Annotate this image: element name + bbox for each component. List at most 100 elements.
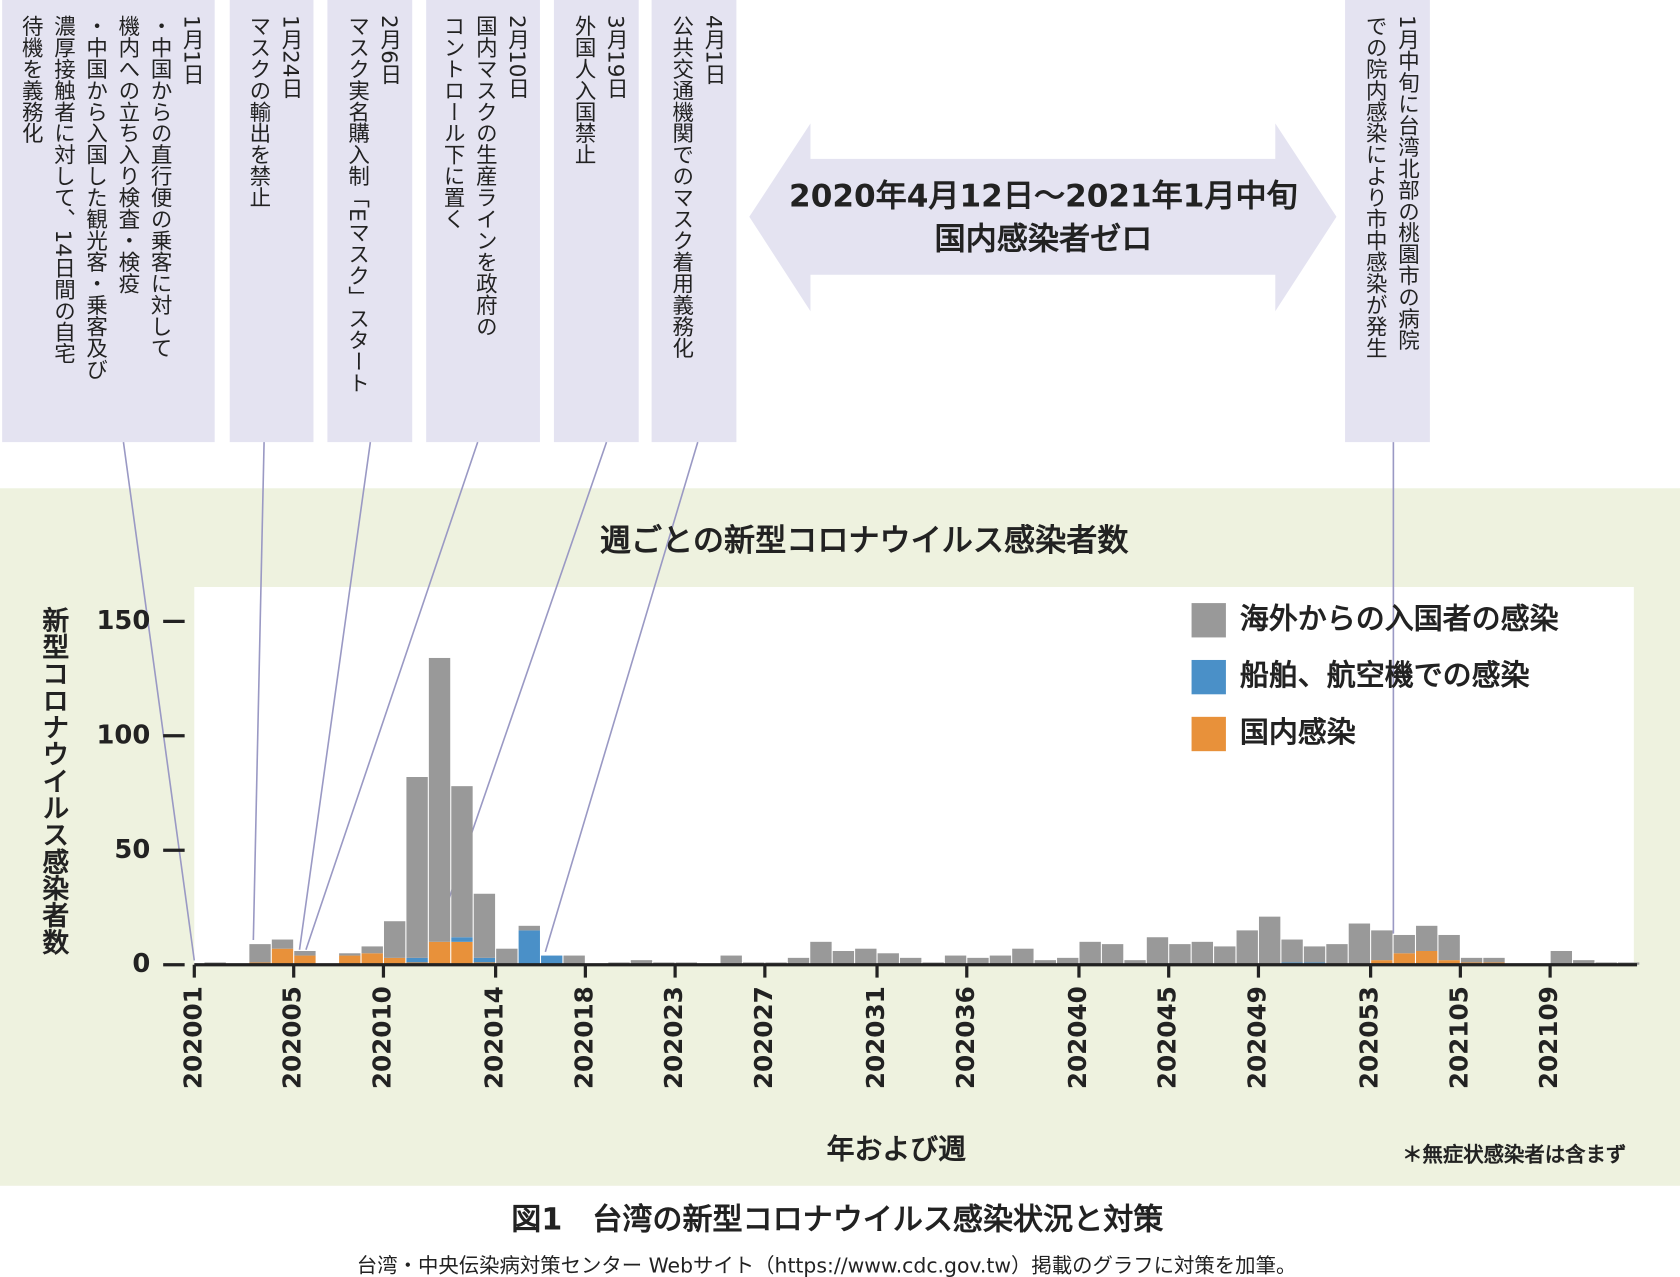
bar-segment <box>1348 923 1371 965</box>
annotation-text: 濃厚接触者に対して、14日間の自宅 <box>50 15 77 365</box>
annotation-box: 2月6日 マスク実名購入制「Eマスク」スタート <box>327 0 413 443</box>
bar-segment <box>294 955 316 965</box>
bar-segment <box>339 953 361 956</box>
bar-segment <box>832 950 855 965</box>
note: ＊無症状感染者は含まず <box>1402 1143 1626 1167</box>
bar-segment <box>518 925 540 931</box>
y-tick-label: 0 <box>132 949 150 979</box>
bar-segment <box>1146 937 1169 965</box>
annotation-text: 待機を義務化 <box>18 15 45 144</box>
bar-segment <box>1371 930 1393 961</box>
bar-segment <box>451 786 473 938</box>
bar-segment <box>1214 946 1236 965</box>
legend-label: 船舶、航空機での感染 <box>1240 658 1530 692</box>
bar-segment <box>451 941 473 965</box>
leader-line <box>305 441 479 950</box>
bar-segment <box>294 950 316 956</box>
annotation-date: 1月1日 <box>179 15 206 86</box>
bar-segment <box>428 657 451 942</box>
bar-segment <box>1236 930 1258 965</box>
period-note: 2020年4月12日〜2021年1月中旬 <box>789 178 1298 214</box>
bar-segment <box>496 948 518 965</box>
bar-segment <box>1483 957 1505 963</box>
bar-segment <box>339 955 361 965</box>
annotation-date: 2月10日 <box>504 15 531 99</box>
period-note: 国内感染者ゼロ <box>935 221 1153 257</box>
x-tick-label: 202053 <box>1355 986 1384 1089</box>
bar-segment <box>1438 960 1460 965</box>
bar-segment <box>563 955 585 965</box>
annotation-text: 公共交通機関でのマスク着用義務化 <box>668 15 695 359</box>
annotation-text: 外国人入国禁止 <box>571 15 597 166</box>
annotation-text: ・中国から入国した観光客・乗客及び <box>82 15 109 380</box>
bar-segment <box>810 941 832 965</box>
x-tick-label: 202031 <box>861 986 890 1089</box>
bar-segment <box>361 946 383 954</box>
leader-line <box>298 442 372 950</box>
caption: 図1 台湾の新型コロナウイルス感染状況と対策 <box>511 1203 1164 1238</box>
leader-line <box>122 442 196 961</box>
annotation-box: 1月24日 マスクの輸出を禁止 <box>229 0 314 443</box>
x-tick-label: 202105 <box>1444 986 1473 1089</box>
bar-segment <box>383 957 406 965</box>
annotation-text: ・中国からの直行便の乗客に対して <box>147 15 173 359</box>
bar-segment <box>1258 916 1281 965</box>
bar-segment <box>518 930 540 965</box>
y-tick-label: 100 <box>97 720 151 750</box>
x-tick-label: 202018 <box>569 986 598 1089</box>
annotation-text: マスク実名購入制「Eマスク」スタート <box>344 15 371 394</box>
bar-segment <box>1012 948 1034 965</box>
bar-segment <box>1393 953 1415 965</box>
y-axis-label: 新型コロナウイルス感染者数 <box>38 606 70 956</box>
bar-segment <box>1326 944 1348 965</box>
x-tick-label: 202027 <box>749 986 778 1089</box>
bar-segment <box>877 953 899 965</box>
x-tick-label: 202010 <box>367 986 396 1089</box>
bar-segment <box>271 948 294 965</box>
bar-segment <box>473 957 496 963</box>
chart-title: 週ごとの新型コロナウイルス感染者数 <box>600 523 1130 559</box>
x-tick-label: 202001 <box>178 986 207 1089</box>
bar-segment <box>1416 950 1438 965</box>
bar-segment <box>1460 957 1483 963</box>
x-tick-label: 202023 <box>659 986 688 1089</box>
x-tick-label: 202014 <box>480 986 509 1089</box>
bar-segment <box>271 939 294 949</box>
bar-segment <box>1169 944 1191 965</box>
bar-segment <box>1101 944 1124 965</box>
bar-segment <box>1124 960 1146 965</box>
bar-segment <box>900 957 922 965</box>
x-tick-label: 202109 <box>1534 986 1563 1089</box>
bar-segment <box>249 944 271 963</box>
leader-line <box>252 442 265 941</box>
y-tick-label: 150 <box>97 606 151 636</box>
bar-segment <box>406 777 428 958</box>
annotation-box: 1月1日 ・中国からの直行便の乗客に対して 機内への立ち入り検査・検疫 ・中国から入国… <box>2 0 215 443</box>
period-arrow <box>749 123 1337 312</box>
legend-swatch <box>1191 716 1226 752</box>
annotation-text: マスクの輸出を禁止 <box>245 15 272 209</box>
annotation-box: 2月10日 国内マスクの生産ラインを政府の コントロール下に置く <box>426 0 540 443</box>
bar-segment <box>1438 934 1460 961</box>
bar-segment <box>428 941 451 965</box>
legend-label: 海外からの入国者の感染 <box>1240 601 1559 635</box>
bar-segment <box>1371 960 1393 965</box>
x-tick-label: 202040 <box>1063 986 1092 1089</box>
bar-segment <box>1034 960 1056 965</box>
annotation-text: 1月中旬に台湾北部の桃園市の病院 <box>1394 15 1421 351</box>
annotation-box: 3月19日 外国人入国禁止 <box>553 0 639 443</box>
leader-line <box>544 441 699 953</box>
annotation-text: での院内感染により市中感染が発生 <box>1362 15 1389 359</box>
bar-segment <box>406 957 428 963</box>
x-tick-label: 202005 <box>278 986 307 1089</box>
bar-segment <box>720 955 742 965</box>
bar-segment <box>855 948 877 965</box>
bar-segment <box>1191 941 1214 965</box>
annotation-text: コントロール下に置く <box>440 15 466 230</box>
bar-segment <box>361 953 383 965</box>
annotation-box: 4月1日 公共交通機関でのマスク着用義務化 <box>651 0 737 443</box>
legend-label: 国内感染 <box>1240 715 1356 749</box>
bar-segment <box>383 921 406 958</box>
